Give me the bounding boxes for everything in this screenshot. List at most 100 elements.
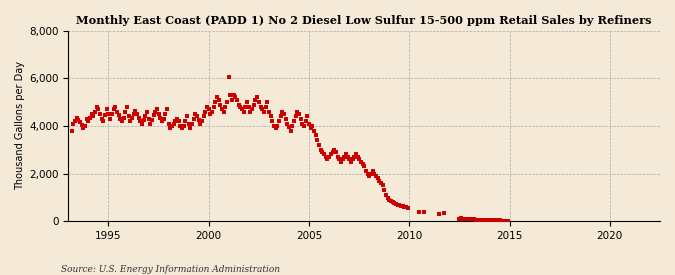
Point <box>312 138 323 142</box>
Point <box>143 117 154 121</box>
Point <box>489 218 500 222</box>
Point <box>235 105 246 109</box>
Point <box>330 150 341 154</box>
Point <box>384 197 395 202</box>
Point <box>337 157 348 161</box>
Point <box>396 204 406 208</box>
Point <box>460 217 471 221</box>
Point <box>130 108 140 113</box>
Point <box>399 205 410 209</box>
Point <box>97 117 107 121</box>
Point <box>188 117 199 121</box>
Point <box>101 107 112 112</box>
Point <box>83 119 94 123</box>
Point <box>327 150 338 154</box>
Point <box>213 98 224 102</box>
Point <box>339 155 350 159</box>
Point <box>155 116 165 120</box>
Point <box>275 114 286 119</box>
Point <box>250 98 261 102</box>
Point <box>86 112 97 116</box>
Point <box>92 105 103 109</box>
Point <box>390 202 401 207</box>
Point <box>128 112 139 116</box>
Point <box>335 160 346 164</box>
Point <box>165 126 176 131</box>
Point <box>119 109 130 114</box>
Point <box>310 133 321 138</box>
Point <box>317 150 328 154</box>
Point <box>389 201 400 205</box>
Point <box>167 124 178 128</box>
Point <box>464 217 475 221</box>
Point <box>357 162 368 166</box>
Point <box>462 217 473 221</box>
Point <box>182 114 192 119</box>
Point <box>205 112 216 116</box>
Point <box>289 119 300 123</box>
Point <box>260 105 271 109</box>
Point <box>223 75 234 79</box>
Point <box>115 117 126 121</box>
Point <box>219 109 230 114</box>
Point <box>470 218 481 222</box>
Point <box>70 119 80 123</box>
Point <box>332 155 343 159</box>
Point <box>333 157 344 161</box>
Point <box>483 218 493 222</box>
Point <box>259 109 269 114</box>
Point <box>125 119 136 123</box>
Point <box>157 119 167 123</box>
Point <box>84 116 95 120</box>
Point <box>262 100 273 104</box>
Point <box>414 209 425 214</box>
Point <box>459 217 470 221</box>
Point <box>203 107 214 112</box>
Point <box>68 121 79 126</box>
Point <box>476 218 487 222</box>
Point <box>75 120 86 125</box>
Point <box>105 117 115 121</box>
Point <box>255 105 266 109</box>
Point <box>486 218 497 222</box>
Point <box>319 152 329 157</box>
Point <box>193 118 204 122</box>
Point <box>497 218 508 223</box>
Point <box>135 119 146 123</box>
Point <box>161 107 172 112</box>
Point <box>359 164 370 169</box>
Point <box>192 114 202 119</box>
Point <box>140 114 151 119</box>
Point <box>103 112 114 116</box>
Point <box>479 218 490 222</box>
Point <box>123 114 134 119</box>
Point <box>342 155 353 159</box>
Point <box>118 116 129 120</box>
Point <box>325 152 336 157</box>
Point <box>263 109 274 114</box>
Point <box>225 93 236 97</box>
Point <box>270 126 281 131</box>
Point <box>227 98 238 102</box>
Point <box>145 121 156 126</box>
Point <box>329 148 340 152</box>
Point <box>290 114 301 119</box>
Point <box>454 216 465 221</box>
Point <box>217 107 227 112</box>
Point <box>284 125 294 129</box>
Point <box>210 100 221 104</box>
Point <box>469 217 480 222</box>
Point <box>228 93 239 97</box>
Point <box>362 171 373 176</box>
Point <box>78 126 89 131</box>
Point <box>387 200 398 204</box>
Point <box>76 123 87 127</box>
Point <box>349 155 360 159</box>
Point <box>322 157 333 161</box>
Point <box>385 199 396 203</box>
Point <box>487 218 498 222</box>
Point <box>377 183 388 188</box>
Point <box>98 119 109 123</box>
Point <box>80 124 90 128</box>
Point <box>302 114 313 119</box>
